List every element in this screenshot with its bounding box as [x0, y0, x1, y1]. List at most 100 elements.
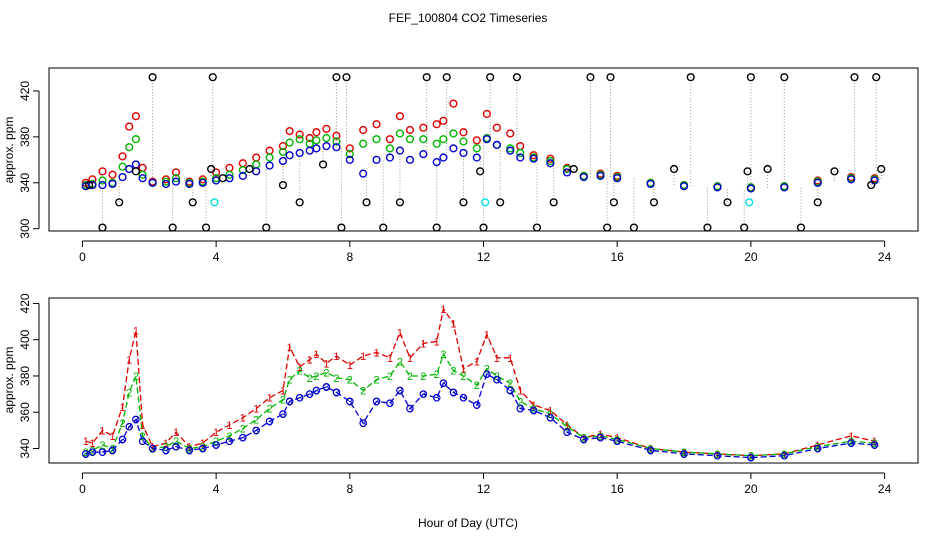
- series-3-point: [563, 428, 571, 436]
- series-2-point: [278, 156, 288, 166]
- series-3-label: 3: [474, 400, 480, 412]
- series-3-point: [332, 73, 341, 82]
- series-2-point: [713, 183, 722, 192]
- series-2-point: [780, 183, 789, 192]
- series-3-label: 3: [307, 389, 313, 401]
- series-3-point: [740, 223, 749, 232]
- series-2-label: 2: [150, 443, 156, 455]
- series-3-point: [318, 160, 328, 169]
- series-3-point: [162, 446, 170, 455]
- series-2-point: [295, 148, 304, 158]
- series-2-label: 2: [126, 387, 132, 399]
- bottom-plot-frame: [48, 297, 919, 464]
- series-1-point: [449, 129, 458, 138]
- series-2-point: [138, 174, 147, 183]
- series-0-point: [131, 112, 141, 121]
- series-1-label: 1: [420, 338, 426, 350]
- series-0-point: [161, 175, 171, 184]
- series-1-point: [345, 149, 354, 159]
- x-tick-label: 8: [346, 482, 353, 496]
- series-0-point: [238, 159, 247, 168]
- series-3-label: 3: [440, 378, 446, 390]
- series-1-label: 1: [163, 438, 169, 450]
- series-1-label: 1: [581, 433, 587, 445]
- series-2-point: [432, 158, 441, 167]
- series-2-point: [359, 169, 368, 178]
- series-3-point: [479, 223, 488, 232]
- series-3-label: 3: [564, 427, 570, 439]
- series-3-label: 3: [517, 404, 523, 416]
- series-2-point: [252, 167, 261, 176]
- series-2-point: [322, 141, 331, 151]
- series-0-point: [108, 170, 117, 179]
- series-3-label: 3: [614, 436, 620, 448]
- series-3-point: [476, 167, 485, 176]
- series-2-point: [108, 179, 117, 189]
- series-3-point: [496, 198, 505, 207]
- series-1-label: 1: [681, 447, 687, 459]
- series-2-point: [405, 155, 415, 164]
- series-1-label: 1: [360, 351, 366, 363]
- series-3-label: 3: [240, 433, 246, 445]
- x-tick-label: 16: [611, 482, 625, 496]
- series-2-label: 2: [387, 371, 393, 383]
- series-1-label: 1: [517, 385, 523, 397]
- series-3-point: [483, 370, 491, 378]
- series-3-point: [265, 417, 274, 426]
- series-3-point: [813, 198, 822, 207]
- series-3-label: 3: [213, 440, 219, 452]
- series-3-point: [870, 441, 879, 449]
- series-1-label: 1: [119, 402, 125, 414]
- series-3-point: [279, 410, 287, 418]
- series-1-point: [225, 170, 234, 179]
- series-2-point: [459, 148, 468, 158]
- y-tick-label: 380: [18, 366, 32, 386]
- series-0-point: [312, 128, 321, 137]
- series-2-point: [679, 182, 689, 191]
- series-3-point: [686, 73, 695, 82]
- series-3-label: 3: [119, 434, 125, 446]
- series-2-label: 2: [307, 373, 313, 385]
- series-0-point: [265, 146, 274, 155]
- series-1-label: 1: [648, 443, 654, 455]
- series-2-point: [439, 153, 448, 162]
- series-3-label: 3: [781, 451, 787, 463]
- series-3-point: [703, 223, 712, 232]
- series-1-label: 1: [547, 405, 553, 417]
- series-2-point: [285, 151, 294, 160]
- x-axis-label: Hour of Day (UTC): [418, 516, 518, 530]
- series-3-point: [362, 198, 371, 207]
- series-2-point: [118, 172, 127, 182]
- series-2-label: 2: [89, 445, 95, 457]
- series-3-label: 3: [681, 449, 687, 461]
- series-0-point: [449, 99, 458, 108]
- bottom-ylabel: approx. ppm: [2, 347, 16, 414]
- series-1-label: 1: [564, 420, 570, 432]
- series-3-label: 3: [748, 453, 754, 465]
- series-2-label: 2: [681, 447, 687, 459]
- series-1-label: 1: [434, 337, 440, 349]
- series-2-label: 2: [119, 418, 125, 430]
- series-0-point: [395, 112, 405, 121]
- series-2-point: [646, 179, 655, 189]
- series-3-point: [85, 180, 94, 190]
- chart-title: FEF_100804 CO2 Timeseries: [389, 11, 548, 25]
- series-3-point: [98, 223, 107, 232]
- series-2-point: [529, 154, 538, 163]
- series-2-label: 2: [360, 385, 366, 397]
- x-tick-label: 12: [477, 482, 491, 496]
- series-3-point: [723, 198, 732, 207]
- series-2-label: 2: [333, 373, 339, 385]
- series-1-point: [278, 147, 288, 156]
- series-2-label: 2: [460, 371, 466, 383]
- series-1-label: 1: [307, 355, 313, 367]
- series-2-label: 2: [287, 375, 293, 387]
- series-4-point: [210, 198, 219, 207]
- series-2-label: 2: [450, 366, 456, 378]
- x-tick-label: 0: [79, 250, 86, 264]
- series-3-label: 3: [109, 445, 115, 457]
- series-3-label: 3: [648, 445, 654, 457]
- series-3-point: [188, 198, 197, 207]
- series-3-point: [172, 442, 180, 451]
- series-3-label: 3: [83, 449, 89, 461]
